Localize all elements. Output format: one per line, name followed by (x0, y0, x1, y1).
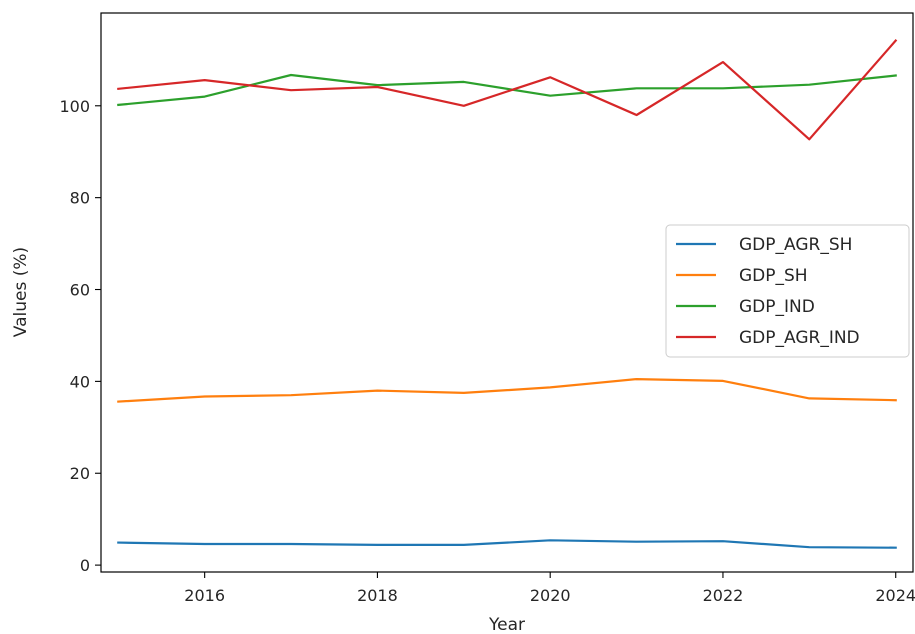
x-axis-label: Year (488, 615, 525, 634)
x-axis: 2016 2018 2020 2022 2024 (184, 572, 915, 605)
legend: GDP_AGR_SH GDP_SH GDP_IND GDP_AGR_IND (665, 224, 910, 358)
y-tick-label: 80 (70, 189, 90, 208)
y-axis-label: Values (%) (11, 247, 31, 337)
x-tick-label: 2024 (875, 586, 915, 605)
y-tick-label: 100 (59, 97, 90, 116)
series-layer (117, 39, 898, 549)
y-tick-label: 60 (70, 281, 90, 300)
legend-label: GDP_AGR_IND (739, 328, 860, 348)
legend-label: GDP_AGR_SH (739, 235, 852, 255)
series-line-gdp-sh (117, 378, 897, 403)
x-tick-label: 2020 (530, 586, 571, 605)
legend-box (665, 224, 910, 358)
series-line-gdp-agr-ind (117, 39, 898, 141)
series-line-gdp-agr-sh (117, 539, 897, 549)
y-tick-label: 20 (70, 464, 90, 483)
y-axis: 0 20 40 60 80 100 (59, 97, 101, 575)
x-tick-label: 2018 (357, 586, 398, 605)
y-tick-label: 0 (80, 556, 90, 575)
legend-label: GDP_SH (739, 266, 808, 286)
x-tick-label: 2016 (184, 586, 225, 605)
y-tick-label: 40 (70, 372, 90, 391)
legend-label: GDP_IND (739, 297, 815, 317)
x-tick-label: 2022 (703, 586, 744, 605)
